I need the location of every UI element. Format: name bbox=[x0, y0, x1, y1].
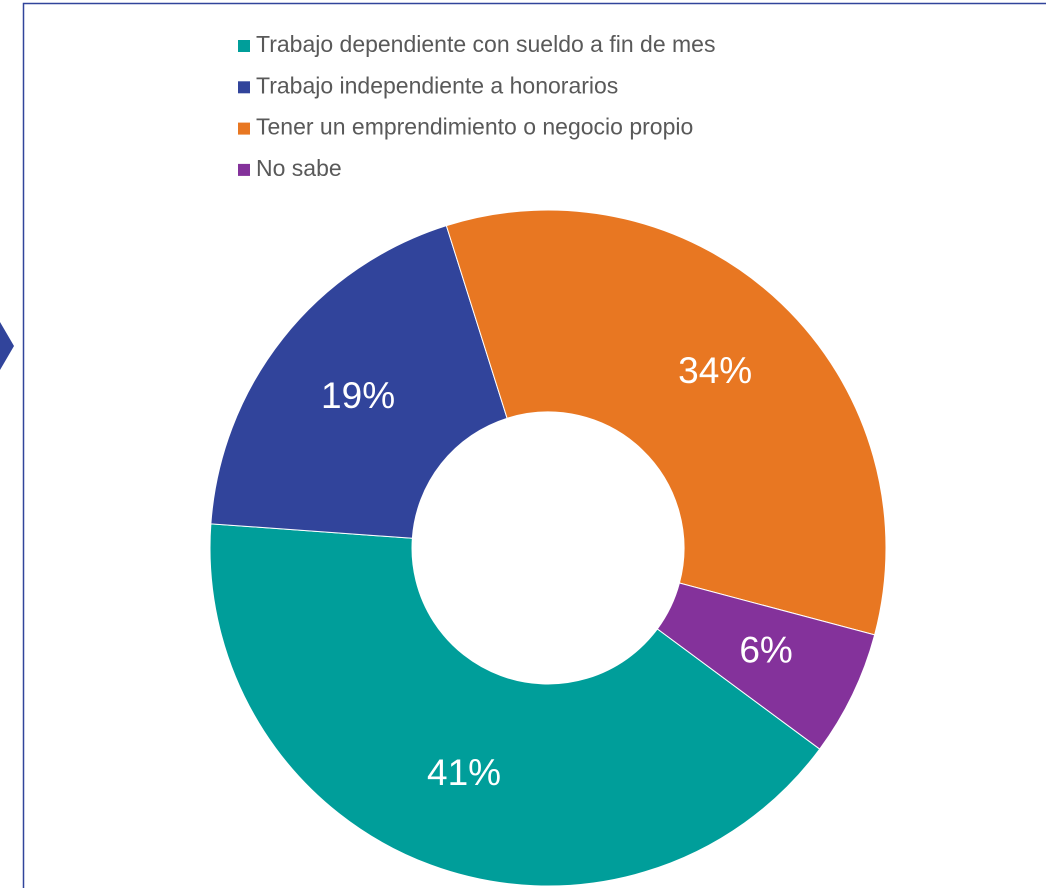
legend-swatch bbox=[238, 40, 250, 52]
slice-label: 41% bbox=[427, 752, 501, 793]
legend-swatch bbox=[238, 123, 250, 135]
slice-label: 6% bbox=[739, 630, 792, 671]
legend-swatch bbox=[238, 81, 250, 93]
slice-label: 34% bbox=[678, 350, 752, 391]
legend-label: Tener un emprendimiento o negocio propio bbox=[256, 114, 693, 140]
legend-label: No sabe bbox=[256, 155, 342, 181]
legend-label: Trabajo dependiente con sueldo a fin de … bbox=[256, 31, 715, 57]
arrow bbox=[0, 322, 14, 370]
slice bbox=[446, 210, 886, 635]
legend-swatch bbox=[238, 164, 250, 176]
slice-label: 19% bbox=[321, 375, 395, 416]
legend-label: Trabajo independiente a honorarios bbox=[256, 72, 618, 98]
